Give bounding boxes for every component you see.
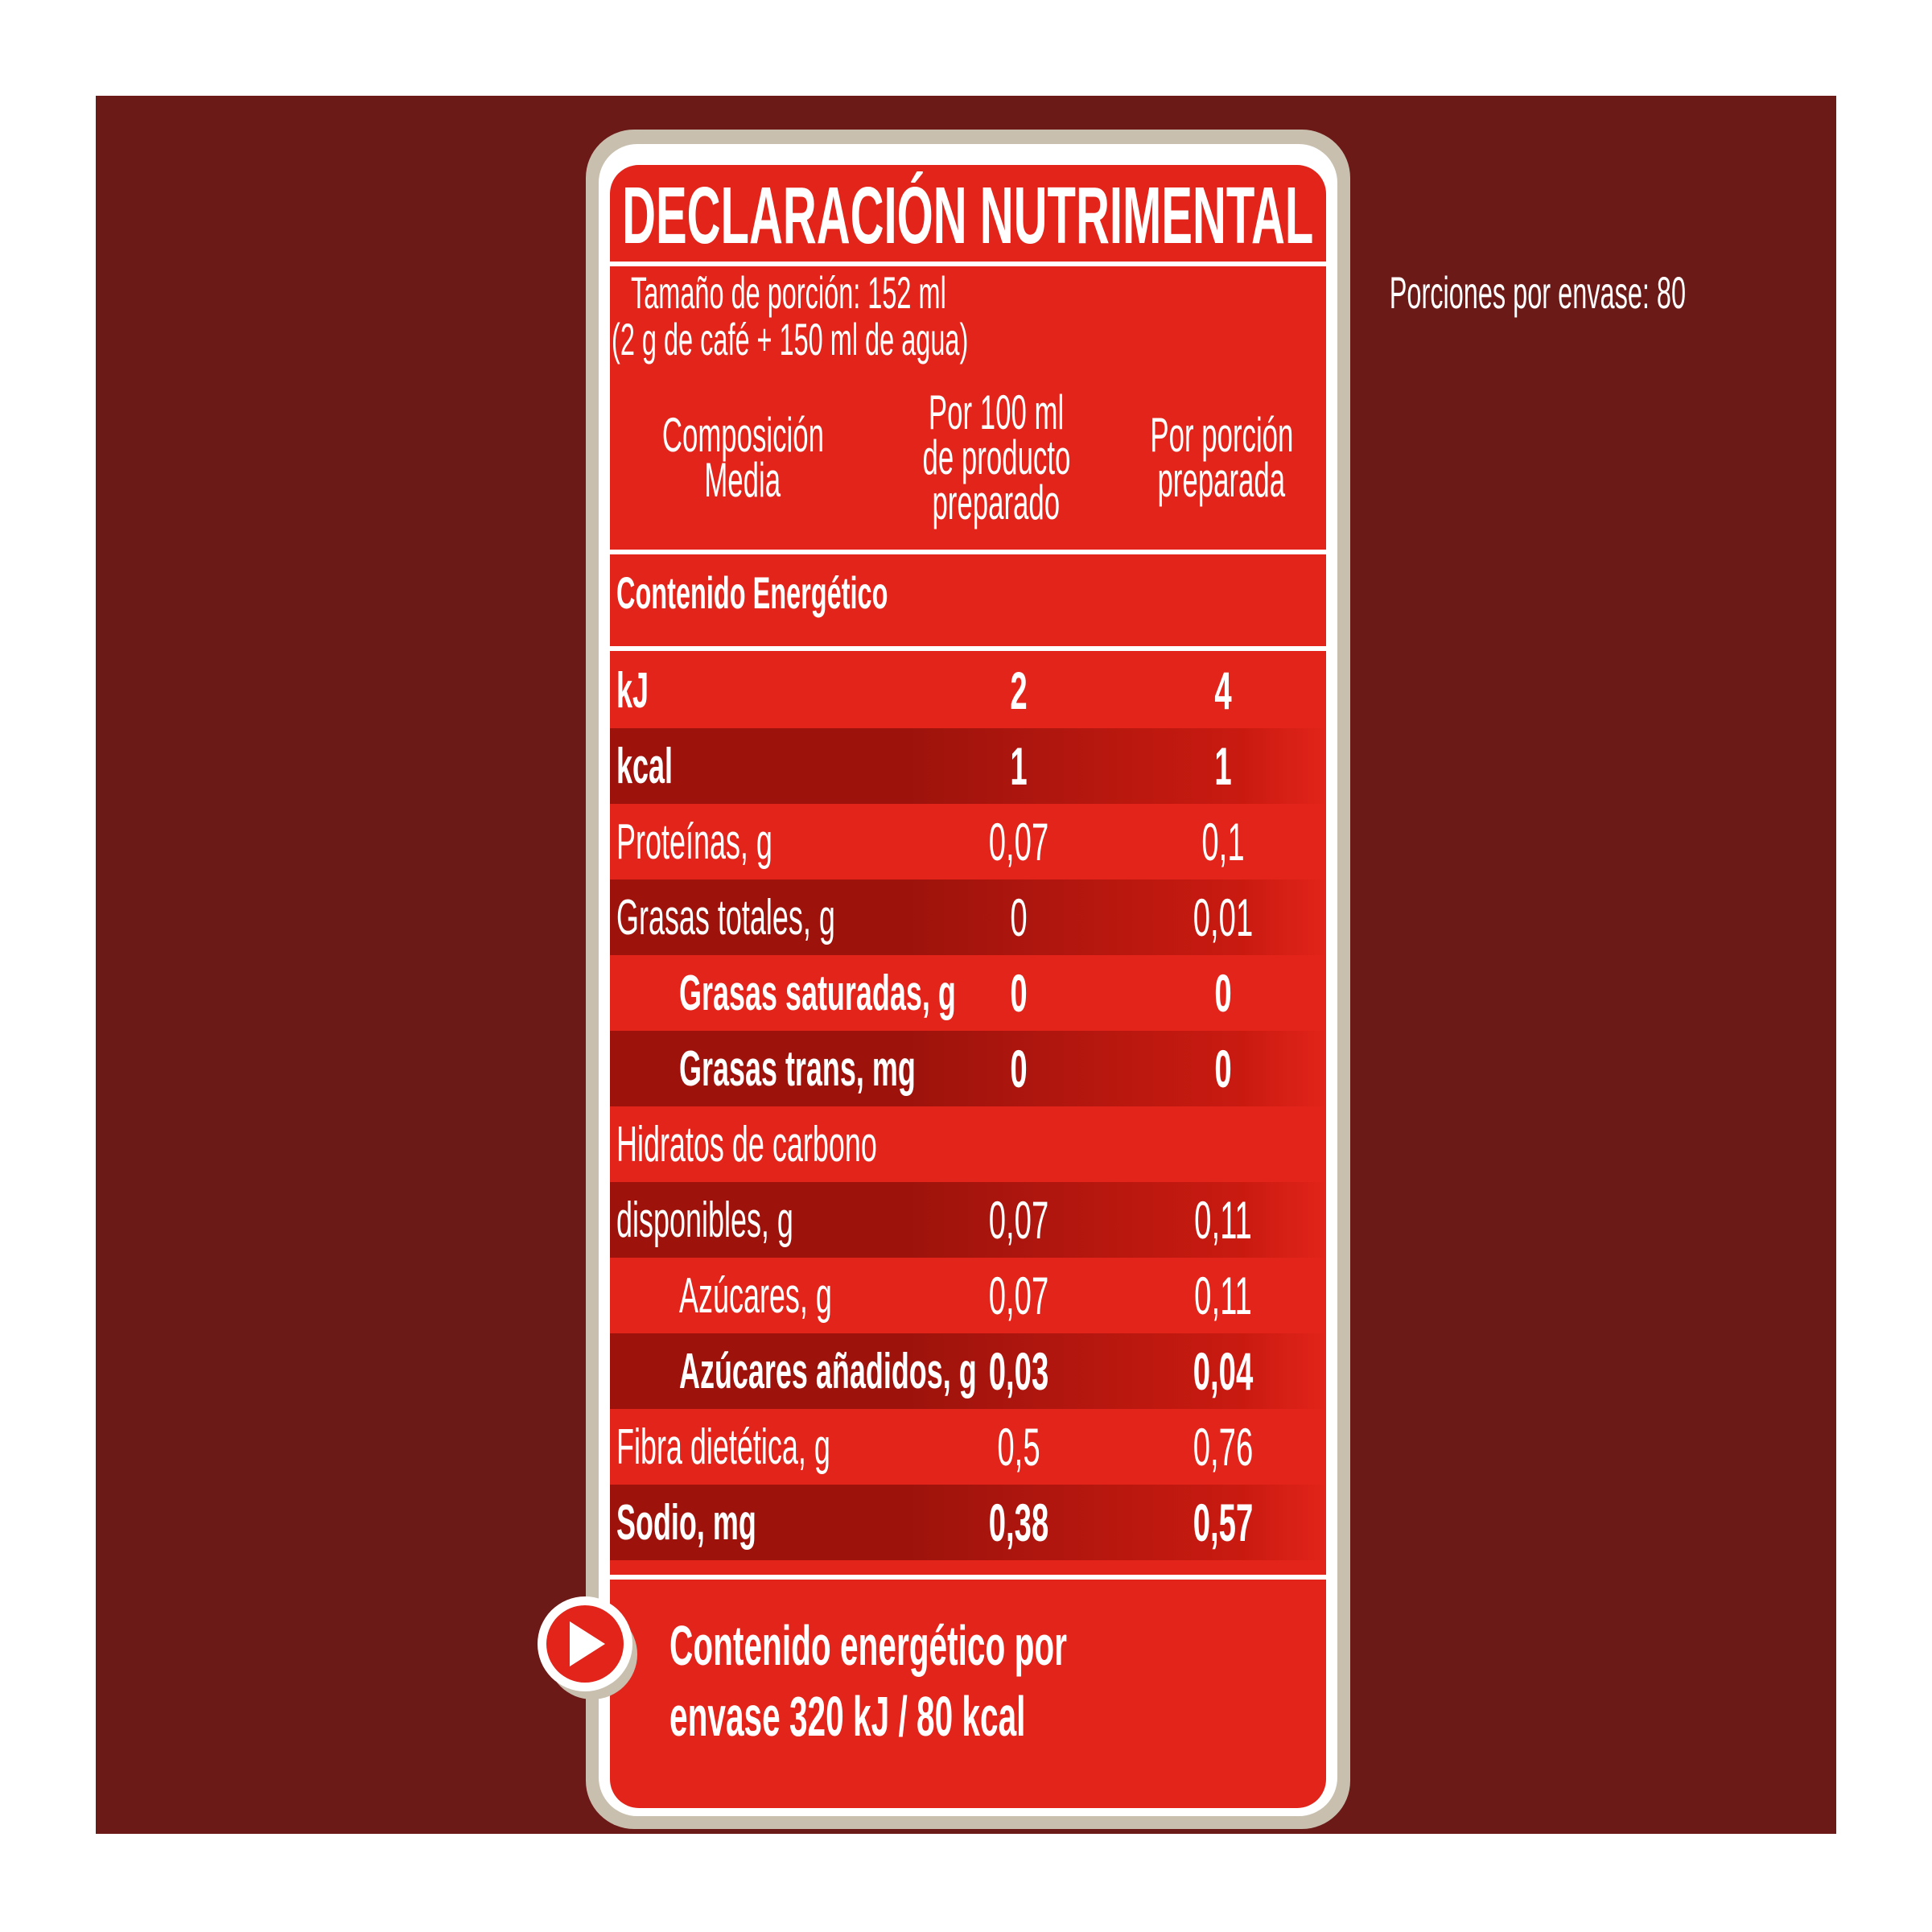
- table-row: kJ 2 4: [610, 653, 1326, 728]
- row-value-per-100ml: 0,07: [988, 1266, 1049, 1325]
- row-value-per-100ml: 0: [1010, 1039, 1028, 1098]
- row-label: kcal: [616, 738, 673, 794]
- column-header-per-100ml: Por 100 ml de producto preparado: [922, 385, 1070, 529]
- row-label: Grasas trans, mg: [679, 1040, 916, 1097]
- table-row: Grasas trans, mg 0 0: [610, 1031, 1326, 1106]
- table-row: kcal 1 1: [610, 728, 1326, 804]
- row-value-per-portion: 0: [1214, 1039, 1232, 1098]
- serving-size: Tamaño de porción: 152 ml: [631, 266, 946, 318]
- divider: [610, 1575, 1326, 1580]
- footer-line2: envase 320 kJ / 80 kcal: [669, 1685, 1026, 1748]
- row-label: Proteínas, g: [616, 814, 772, 870]
- row-value-per-100ml: 1: [1010, 736, 1028, 796]
- row-value-per-100ml: 0,07: [988, 812, 1049, 871]
- divider: [610, 262, 1326, 266]
- row-value-per-100ml: 0: [1010, 963, 1028, 1023]
- column-headers: Composición Media Por 100 ml de producto…: [610, 379, 1326, 537]
- table-row: Azúcares añadidos, g 0,03 0,04: [610, 1333, 1326, 1409]
- row-value-per-portion: 0,76: [1193, 1417, 1254, 1477]
- table-row: Hidratos de carbono: [610, 1106, 1326, 1182]
- row-value-per-100ml: 0,5: [997, 1417, 1040, 1477]
- row-value-per-portion: 0,11: [1194, 1266, 1252, 1325]
- play-icon-triangle: [570, 1621, 605, 1666]
- row-label: Fibra dietética, g: [616, 1419, 830, 1475]
- row-value-per-100ml: 0: [1010, 888, 1028, 947]
- row-value-per-100ml: 0,38: [988, 1493, 1049, 1552]
- row-value-per-100ml: 0,03: [988, 1341, 1049, 1401]
- row-value-per-100ml: 2: [1010, 661, 1028, 720]
- row-label: Azúcares, g: [679, 1267, 832, 1324]
- footer-line1: Contenido energético por: [669, 1614, 1067, 1677]
- table-row: Proteínas, g 0,07 0,1: [610, 804, 1326, 879]
- serving-detail: (2 g de café + 150 ml de agua): [612, 313, 969, 365]
- label-card: DECLARACIÓN NUTRIMENTAL Tamaño de porció…: [610, 165, 1686, 1808]
- serving-info-row: Tamaño de porción: 152 ml Porciones por …: [631, 266, 1686, 318]
- row-label: kJ: [616, 662, 649, 719]
- row-value-per-portion: 0,04: [1193, 1341, 1254, 1401]
- row-value-per-portion: 0,01: [1193, 888, 1254, 947]
- page-title-text: DECLARACIÓN NUTRIMENTAL: [622, 170, 1314, 261]
- nutrition-rows: kJ 2 4 kcal 1 1 Proteínas, g 0,07 0,1 Gr…: [610, 653, 1326, 1560]
- row-value-per-100ml: 0,07: [988, 1190, 1049, 1250]
- row-value-per-portion: 0,11: [1194, 1190, 1252, 1250]
- row-label: Sodio, mg: [616, 1494, 756, 1551]
- row-value-per-portion: 4: [1214, 661, 1232, 720]
- row-label: Hidratos de carbono: [616, 1116, 877, 1172]
- table-row: Azúcares, g 0,07 0,11: [610, 1258, 1326, 1333]
- row-value-per-portion: 0,1: [1201, 812, 1245, 871]
- footer-note: Contenido energético por envase 320 kJ /…: [669, 1610, 1355, 1752]
- row-label: Grasas saturadas, g: [679, 965, 956, 1021]
- column-header-composition: Composición Media: [661, 408, 824, 507]
- divider: [610, 646, 1326, 651]
- table-row: disponibles, g 0,07 0,11: [610, 1182, 1326, 1258]
- table-row: Sodio, mg 0,38 0,57: [610, 1485, 1326, 1560]
- page-title: DECLARACIÓN NUTRIMENTAL: [610, 170, 1326, 261]
- table-row: Grasas totales, g 0 0,01: [610, 879, 1326, 955]
- play-icon: [538, 1596, 644, 1703]
- section-header-energy: Contenido Energético: [616, 566, 888, 618]
- serving-detail-row: (2 g de café + 150 ml de agua): [612, 313, 1226, 365]
- divider: [610, 550, 1326, 554]
- column-header-per-portion: Por porción preparada: [1150, 408, 1293, 507]
- table-row: Fibra dietética, g 0,5 0,76: [610, 1409, 1326, 1485]
- row-value-per-portion: 0,57: [1193, 1493, 1254, 1552]
- row-value-per-portion: 1: [1214, 736, 1232, 796]
- row-label: disponibles, g: [616, 1192, 793, 1248]
- row-label: Azúcares añadidos, g: [679, 1343, 977, 1399]
- table-row: Grasas saturadas, g 0 0: [610, 955, 1326, 1031]
- servings-per-container: Porciones por envase: 80: [1389, 266, 1686, 318]
- row-label: Grasas totales, g: [616, 889, 835, 945]
- row-value-per-portion: 0: [1214, 963, 1232, 1023]
